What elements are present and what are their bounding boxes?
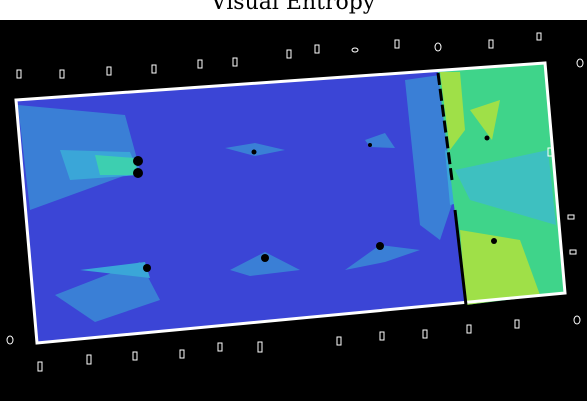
title: Visual Entropy (210, 0, 376, 15)
entropy-region (345, 245, 420, 270)
wall (453, 209, 468, 306)
entropy-region (55, 262, 160, 322)
wall (436, 72, 454, 181)
entropy-region (455, 150, 556, 225)
entropy-region (460, 230, 540, 305)
entropy-region (230, 252, 300, 276)
title-strip (0, 0, 587, 20)
entropy-region (365, 133, 395, 148)
markers (6, 32, 584, 372)
entropy-region (470, 100, 500, 140)
room-outline (14, 61, 567, 345)
obstacles (133, 135, 497, 272)
entropy-region (225, 143, 285, 156)
entropy-region (440, 72, 465, 150)
entropy-region (95, 155, 138, 175)
entropy-region (80, 262, 150, 278)
